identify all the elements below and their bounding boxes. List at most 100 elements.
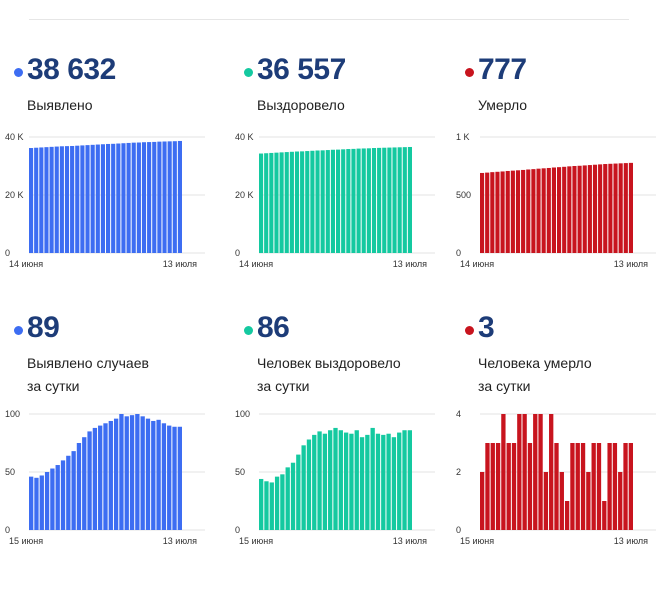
bar	[515, 170, 521, 253]
stat-label-line: Выявлено	[27, 97, 93, 113]
bar	[591, 443, 596, 530]
bar	[306, 439, 312, 530]
bar	[177, 426, 182, 530]
bar	[592, 164, 598, 253]
legend-dot-icon	[14, 325, 23, 335]
bar	[500, 171, 505, 253]
legend-dot-icon	[14, 67, 23, 77]
bar	[116, 143, 121, 253]
stat-panel: 38 632 Выявлено	[5, 54, 205, 334]
bar	[501, 414, 506, 530]
bar	[628, 162, 633, 253]
bar	[521, 169, 526, 253]
top-divider	[29, 19, 629, 20]
bar	[320, 150, 325, 253]
bar-chart: 0 2 4 15 июня 13 июля	[456, 409, 656, 546]
stat-headline: 36 557	[244, 54, 346, 86]
bar	[136, 142, 141, 253]
bar	[312, 434, 317, 530]
bar	[285, 467, 290, 530]
bar	[330, 149, 335, 253]
y-tick-label: 40 K	[5, 132, 24, 142]
bar	[296, 454, 301, 530]
bar	[526, 169, 531, 253]
bar	[131, 142, 136, 253]
bar	[269, 152, 274, 253]
bar	[543, 472, 549, 530]
bar	[264, 153, 269, 253]
bar	[70, 145, 75, 253]
x-start-label: 15 июня	[9, 536, 43, 546]
bar	[346, 149, 351, 253]
bar	[290, 462, 296, 530]
x-start-label: 15 июня	[239, 536, 273, 546]
bar	[325, 150, 330, 253]
y-tick-label: 0	[5, 248, 10, 258]
bar	[310, 150, 315, 253]
bar	[551, 167, 556, 253]
bar	[546, 167, 551, 253]
bar	[106, 143, 111, 253]
bar	[145, 418, 151, 530]
bar	[407, 146, 412, 253]
bar-chart: 0 20 K 40 K 14 июня 13 июля	[5, 132, 205, 269]
bar	[269, 482, 274, 530]
stat-label: Человека умерло за сутки	[478, 352, 592, 398]
bar	[60, 460, 66, 530]
legend-dot-icon	[465, 325, 474, 335]
bar	[598, 164, 603, 253]
legend-dot-icon	[465, 67, 474, 77]
bar	[305, 151, 310, 253]
y-tick-label: 0	[235, 525, 240, 535]
bar	[328, 430, 333, 530]
stat-headline: 89	[14, 312, 60, 344]
bar	[608, 163, 613, 253]
bar	[29, 148, 34, 253]
stat-value: 36 557	[257, 53, 346, 86]
y-tick-label: 0	[456, 525, 461, 535]
bar	[124, 416, 129, 530]
bar	[623, 443, 628, 530]
y-tick-label: 20 K	[235, 190, 254, 200]
bar	[147, 142, 152, 253]
bar	[294, 151, 300, 253]
bar	[82, 437, 87, 530]
y-tick-label: 2	[456, 467, 461, 477]
y-tick-label: 50	[5, 467, 15, 477]
y-tick-label: 0	[5, 525, 10, 535]
bar	[259, 153, 264, 253]
stat-value: 777	[478, 53, 527, 86]
x-start-label: 14 июня	[239, 259, 273, 269]
bar	[480, 472, 485, 530]
bar	[495, 443, 501, 530]
bar	[167, 425, 172, 530]
x-start-label: 14 июня	[460, 259, 494, 269]
stat-headline: 777	[465, 54, 527, 86]
bar	[336, 149, 341, 253]
bar	[392, 147, 397, 253]
bar	[356, 148, 361, 253]
bar	[141, 142, 147, 253]
bar	[259, 478, 264, 530]
bar	[510, 170, 515, 253]
bar	[341, 149, 346, 253]
bar	[279, 152, 284, 253]
bar	[50, 468, 55, 530]
stat-headline: 86	[244, 312, 290, 344]
bar	[361, 148, 366, 253]
stat-value: 3	[478, 311, 495, 344]
bar	[80, 145, 85, 253]
bar	[572, 166, 577, 253]
stat-label-line: Умерло	[478, 97, 528, 113]
bar	[85, 145, 90, 253]
bar	[161, 423, 167, 530]
bar	[44, 472, 50, 530]
bar	[577, 165, 582, 253]
bar	[397, 432, 402, 530]
bar	[582, 165, 587, 253]
bar	[172, 141, 177, 253]
y-tick-label: 20 K	[5, 190, 24, 200]
bar	[575, 443, 580, 530]
bar	[505, 170, 510, 253]
bar	[596, 443, 602, 530]
